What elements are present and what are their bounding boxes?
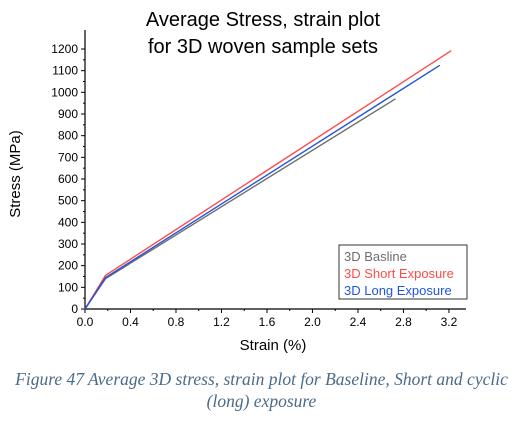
x-axis-ticks: 0.0 0.4 0.8 1.2 1.6 2.0 2.4 2.8 3.2	[77, 309, 458, 329]
legend: 3D Basline 3D Short Exposure 3D Long Expos…	[338, 244, 468, 300]
series-line	[84, 64, 441, 310]
x-tick-label: 0.4	[122, 315, 139, 329]
x-tick-label: 2.0	[304, 315, 321, 329]
chart-title: Average Stress, strain plot for 3D woven …	[146, 9, 381, 58]
x-tick-label: 0.0	[77, 315, 94, 329]
y-tick-label: 1000	[51, 85, 78, 99]
y-tick-label: 200	[58, 259, 78, 273]
y-axis-ticks: 0 100 200 300 400 500 600 700 800 900 1000 1100 1200	[51, 42, 85, 316]
legend-entry: 3D Basline	[344, 249, 407, 264]
stress-strain-chart: Average Stress, strain plot for 3D woven …	[7, 9, 468, 354]
y-tick-label: 0	[71, 302, 78, 316]
x-tick-label: 2.8	[395, 315, 412, 329]
y-axis-label: Stress (MPa)	[7, 130, 24, 218]
series-lines	[84, 50, 452, 310]
x-tick-label: 1.6	[259, 315, 276, 329]
chart-title-line: for 3D woven sample sets	[148, 36, 378, 58]
chart-title-line: Average Stress, strain plot	[146, 9, 381, 31]
x-tick-label: 3.2	[441, 315, 458, 329]
y-tick-label: 400	[58, 215, 78, 229]
plot-frame	[84, 30, 466, 310]
y-tick-label: 700	[58, 150, 78, 164]
x-axis-label: Strain (%)	[240, 337, 307, 354]
y-tick-label: 500	[58, 194, 78, 208]
y-tick-label: 1200	[51, 42, 78, 56]
x-tick-label: 2.4	[350, 315, 367, 329]
x-tick-label: 0.8	[168, 315, 185, 329]
legend-entry: 3D Short Exposure	[344, 266, 454, 281]
x-tick-label: 1.2	[213, 315, 230, 329]
y-tick-label: 1100	[52, 64, 78, 78]
legend-entry: 3D Long Exposure	[344, 283, 452, 298]
y-tick-label: 800	[58, 129, 78, 143]
legend-box	[338, 244, 468, 300]
y-tick-label: 600	[58, 172, 78, 186]
y-tick-label: 100	[58, 280, 78, 294]
figure-caption: Figure 47 Average 3D stress, strain plot…	[15, 369, 508, 411]
y-tick-label: 900	[58, 107, 78, 121]
y-tick-label: 300	[58, 237, 78, 251]
chart-svg: Average Stress, strain plot for 3D woven …	[7, 9, 468, 354]
